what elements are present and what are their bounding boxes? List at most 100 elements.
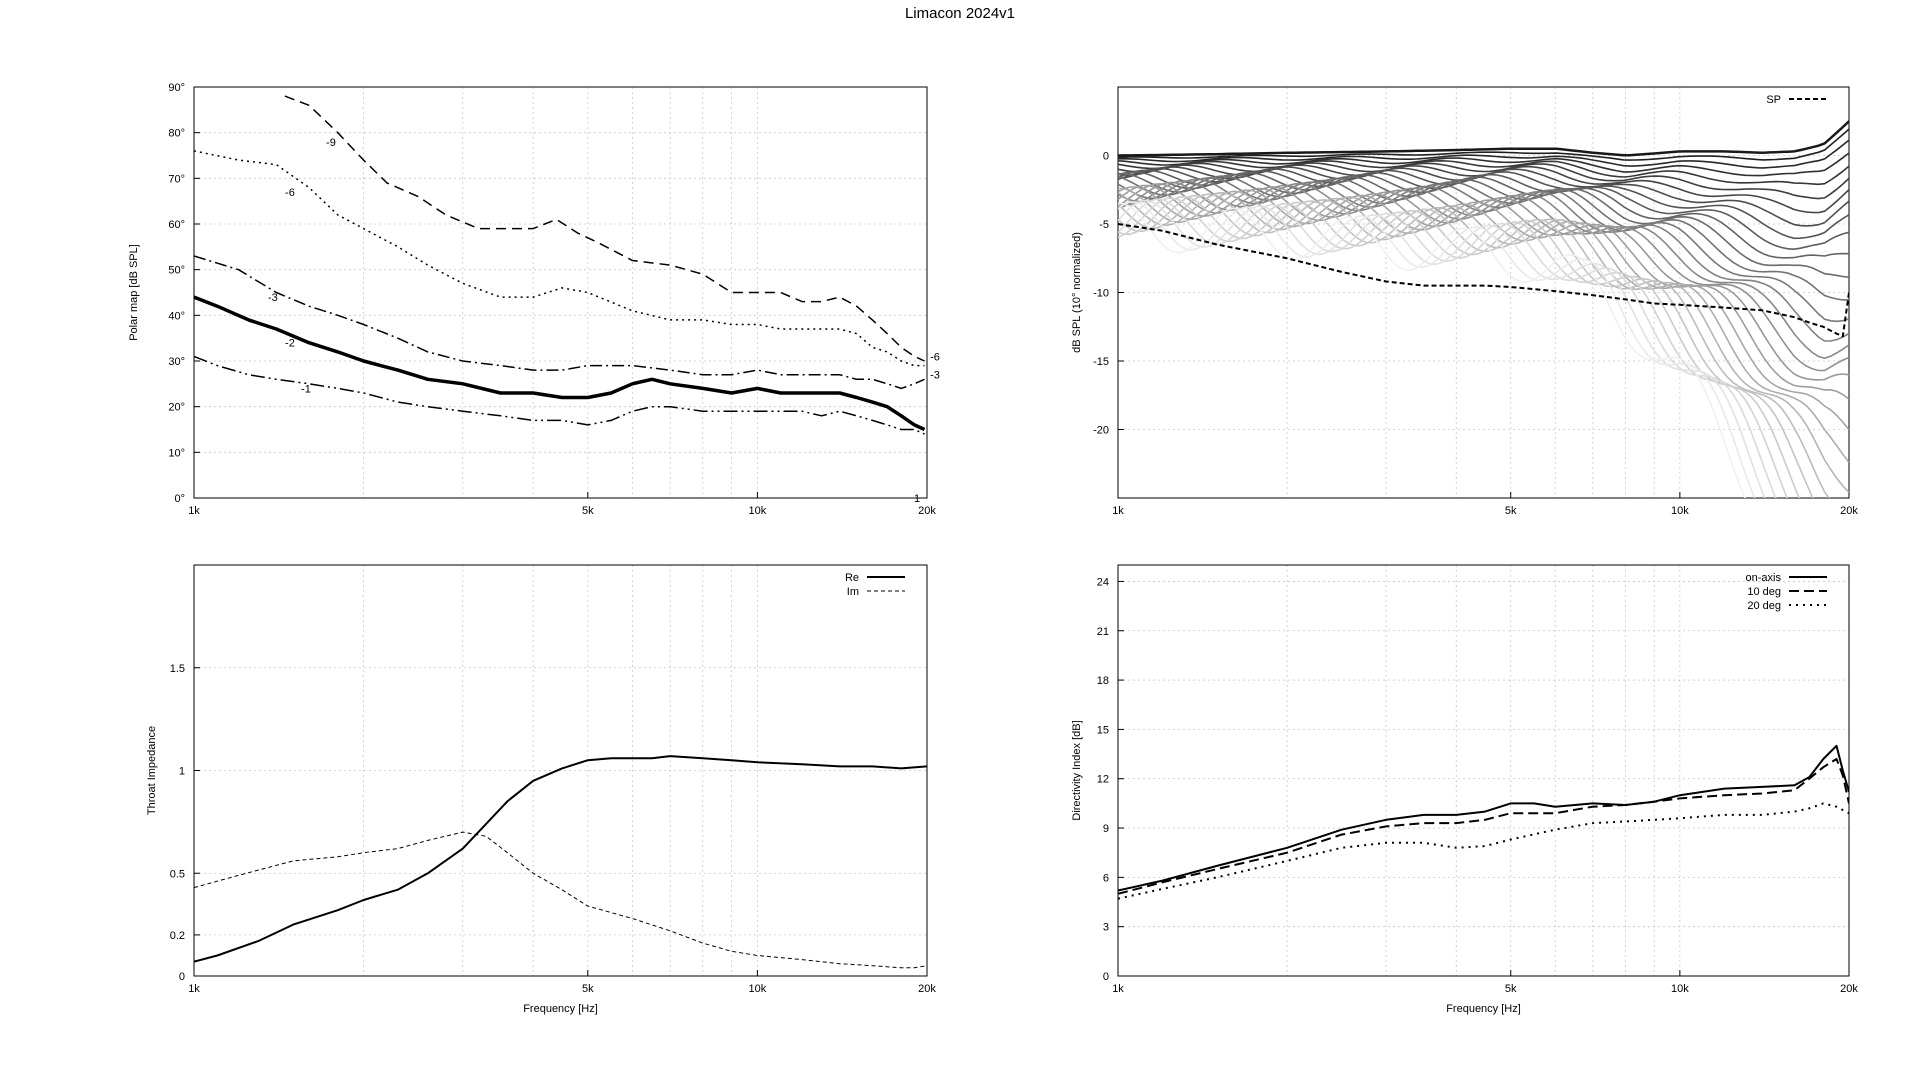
y-tick-label: 0.2: [170, 930, 185, 942]
y-tick-label: -15: [1093, 356, 1109, 368]
x-tick-label: 10k: [1671, 505, 1689, 517]
series-line: [194, 755, 927, 963]
y-tick-label: 80°: [168, 128, 185, 140]
series-line: [194, 831, 927, 969]
contour-label: -1: [301, 383, 311, 395]
legend-label: 20 deg: [1747, 600, 1781, 612]
x-tick-label: 1k: [1112, 983, 1124, 995]
y-tick-label: 3: [1103, 922, 1109, 934]
spl-curve: [1118, 201, 1756, 498]
series-line: [194, 150, 925, 367]
spl-curve: [1118, 162, 1849, 200]
legend-label: 10 deg: [1747, 586, 1781, 598]
y-tick-label: 21: [1097, 626, 1109, 638]
spl-curve: [1118, 195, 1801, 498]
legend-label: Re: [845, 572, 859, 584]
x-tick-label: 5k: [582, 983, 594, 995]
series-line: [194, 255, 925, 390]
y-axis-label: Polar map [dB SPL]: [128, 244, 140, 341]
spl-curve: [1118, 175, 1849, 301]
y-tick-label: -10: [1093, 288, 1109, 300]
y-tick-label: 70°: [168, 173, 185, 185]
contour-label: -6: [285, 187, 295, 199]
spl-curve: [1118, 159, 1849, 186]
x-axis-label: Frequency [Hz]: [523, 1003, 598, 1015]
series-line: [1118, 802, 1849, 900]
spl-curve: [1118, 172, 1849, 278]
contour-label: -9: [326, 137, 336, 149]
y-tick-label: 18: [1097, 675, 1109, 687]
spl-curve: [1118, 202, 1746, 498]
y-tick-label: -5: [1099, 219, 1109, 231]
x-tick-label: 10k: [749, 505, 767, 517]
y-tick-label: 24: [1097, 576, 1109, 588]
spl-curve: [1118, 184, 1849, 400]
spl-curve: [1118, 198, 1777, 498]
y-tick-label: 1: [179, 766, 185, 778]
x-tick-label: 5k: [1505, 983, 1517, 995]
spl-curve: [1118, 187, 1849, 463]
polar-plot-frame: [193, 86, 928, 499]
legend-label: Im: [847, 586, 859, 598]
x-tick-label: 5k: [1505, 505, 1517, 517]
legend-label: on-axis: [1746, 572, 1782, 584]
y-tick-label: 0: [1103, 971, 1109, 983]
spl-curve: [1118, 199, 1766, 498]
spl-curve: [1118, 120, 1849, 157]
x-tick-label: 5k: [582, 505, 594, 517]
y-axis-label: dB SPL (10° normalized): [1071, 232, 1083, 353]
series-line: [194, 295, 926, 432]
series-line: [1118, 758, 1849, 895]
page-title: Limacon 2024v1: [904, 5, 1016, 22]
y-tick-label: 10°: [168, 447, 185, 459]
impedance-chart: 1k 5k 10k 20k 0 0.2 0.5 1 1.5 Throat Impedance Fre…: [146, 564, 936, 1015]
y-tick-label: 0: [179, 971, 185, 983]
contour-label: -3: [268, 292, 278, 304]
directivity-chart: 1k 5k 10k 20k 0 3 6 9 12 15 18 21 24 Directivity Inde…: [1071, 564, 1858, 1015]
y-tick-label: -20: [1093, 425, 1109, 437]
x-tick-label: 1k: [1112, 505, 1124, 517]
legend-label: SP: [1766, 94, 1781, 106]
y-axis-label: Throat Impedance: [146, 726, 158, 815]
directivity-plot-area: [1118, 744, 1849, 900]
x-tick-label: 20k: [1840, 505, 1858, 517]
y-tick-label: 50°: [168, 265, 185, 277]
y-tick-label: 12: [1097, 774, 1109, 786]
contour-label: 1: [914, 493, 920, 505]
y-tick-label: 9: [1103, 823, 1109, 835]
y-tick-label: 0°: [174, 493, 185, 505]
x-tick-label: 10k: [1671, 983, 1689, 995]
spl-curve: [1118, 171, 1849, 259]
y-tick-label: 6: [1103, 872, 1109, 884]
series-line: [1118, 744, 1849, 892]
y-tick-label: 0.5: [170, 868, 185, 880]
y-tick-label: 15: [1097, 724, 1109, 736]
contour-label: -2: [285, 338, 295, 350]
y-tick-label: 20°: [168, 402, 185, 414]
spl-curve: [1118, 180, 1849, 360]
polar-plot-area: [194, 95, 926, 435]
spl-plot-area: [1118, 120, 1849, 498]
y-tick-label: 90°: [168, 82, 185, 94]
impedance-plot-area: [194, 755, 927, 969]
spl-curve: [1118, 194, 1814, 498]
polar-chart: 1k 5k 10k 20k 0° 10° 20° 30° 40° 50° 60° 70° 80° 90° P…: [128, 82, 940, 517]
spl-curve: [1118, 197, 1788, 498]
x-tick-label: 1k: [188, 983, 200, 995]
y-tick-label: 30°: [168, 356, 185, 368]
y-tick-label: 1.5: [170, 663, 185, 675]
y-tick-label: 0: [1103, 151, 1109, 163]
spl-curve: [1118, 183, 1849, 381]
spl-chart: 1k 5k 10k 20k 0 -5 -10 -15 -20 dB SPL (10° normal…: [1071, 86, 1858, 517]
spl-curve: [1118, 152, 1849, 177]
directivity-plot-frame: [1117, 564, 1850, 977]
contour-label: -3: [930, 370, 940, 382]
series-line: [1118, 223, 1849, 338]
contour-label: -6: [930, 351, 940, 363]
series-line: [284, 95, 925, 362]
spl-curve: [1118, 139, 1849, 169]
y-tick-label: 60°: [168, 219, 185, 231]
y-axis-label: Directivity Index [dB]: [1071, 720, 1083, 820]
x-tick-label: 20k: [918, 505, 936, 517]
